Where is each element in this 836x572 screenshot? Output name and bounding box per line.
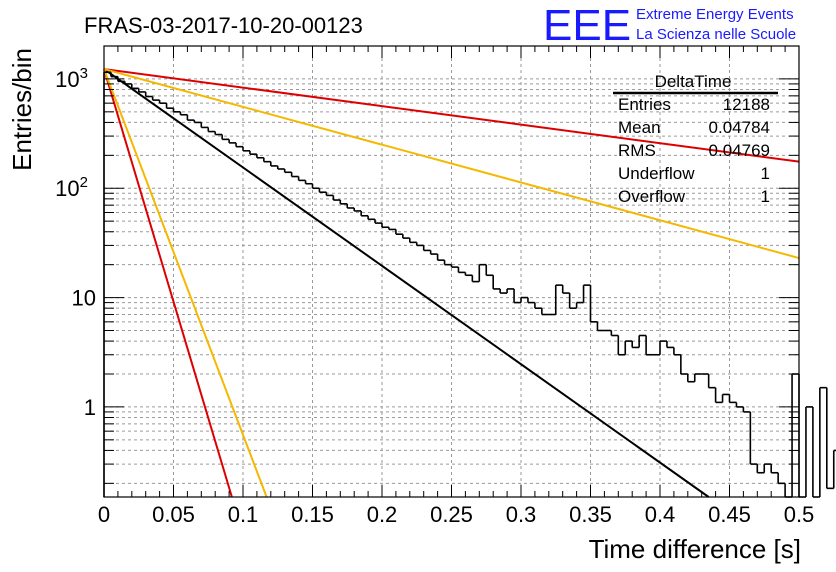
stats-rows: Entries 12188 Mean 0.04784 RMS 0.04769 Underfl… [618, 95, 770, 206]
x-tick-label: 0 [98, 502, 110, 527]
x-tick-label: 0.5 [784, 502, 815, 527]
fit-line [103, 68, 800, 163]
logo-line1: Extreme Energy Events [636, 6, 794, 23]
stats-row-label: Underflow [618, 164, 695, 183]
y-tick-label: 103 [55, 65, 88, 92]
stats-row-value: 0.04784 [709, 118, 770, 137]
grid [104, 46, 799, 497]
stats-row-label: Mean [618, 118, 661, 137]
x-tick-label: 0.05 [152, 502, 195, 527]
x-tick-label: 0.35 [569, 502, 612, 527]
x-tick-label: 0.4 [645, 502, 676, 527]
logo: EEE Extreme Energy Events La Scienza nel… [543, 1, 796, 50]
stats-row-value: 0.04769 [709, 141, 770, 160]
y-tick-exponent: 2 [80, 174, 88, 191]
stats-row-value: 1 [761, 187, 770, 206]
x-tick-label: 0.15 [291, 502, 334, 527]
x-tick-labels: 0 0.05 0.1 0.15 0.2 0.25 0.3 0.35 0.4 0.45 0.5 [98, 502, 814, 527]
fit-line [103, 68, 710, 498]
stats-row-label: Entries [618, 95, 671, 114]
stats-row-label: RMS [618, 141, 656, 160]
fit-line [103, 68, 800, 259]
chart-title: FRAS-03-2017-10-20-00123 [84, 13, 363, 38]
fit-line [103, 68, 268, 498]
y-axis-label: Entries/bin [7, 48, 37, 171]
axis-ticks [103, 45, 800, 497]
x-tick-label: 0.45 [708, 502, 751, 527]
stats-row-value: 12188 [723, 95, 770, 114]
x-axis-label: Time difference [s] [589, 534, 801, 564]
x-tick-label: 0.2 [367, 502, 398, 527]
x-tick-label: 0.3 [506, 502, 537, 527]
x-tick-label: 0.1 [228, 502, 259, 527]
x-tick-label: 0.25 [430, 502, 473, 527]
y-tick-exponent: 3 [80, 65, 88, 82]
y-tick-label: 1 [84, 395, 96, 420]
fit-line [103, 68, 233, 498]
y-tick-label: 10 [72, 286, 96, 311]
logo-mark: EEE [543, 1, 631, 50]
stats-box: DeltaTime Entries 12188 Mean 0.04784 RMS 0.04… [613, 72, 778, 206]
stats-row-label: Overflow [618, 187, 686, 206]
logo-line2: La Scienza nelle Scuole [636, 26, 796, 43]
fit-lines [103, 68, 800, 498]
stats-title: DeltaTime [655, 72, 732, 91]
stats-row-value: 1 [761, 164, 770, 183]
y-tick-label: 102 [55, 174, 88, 201]
